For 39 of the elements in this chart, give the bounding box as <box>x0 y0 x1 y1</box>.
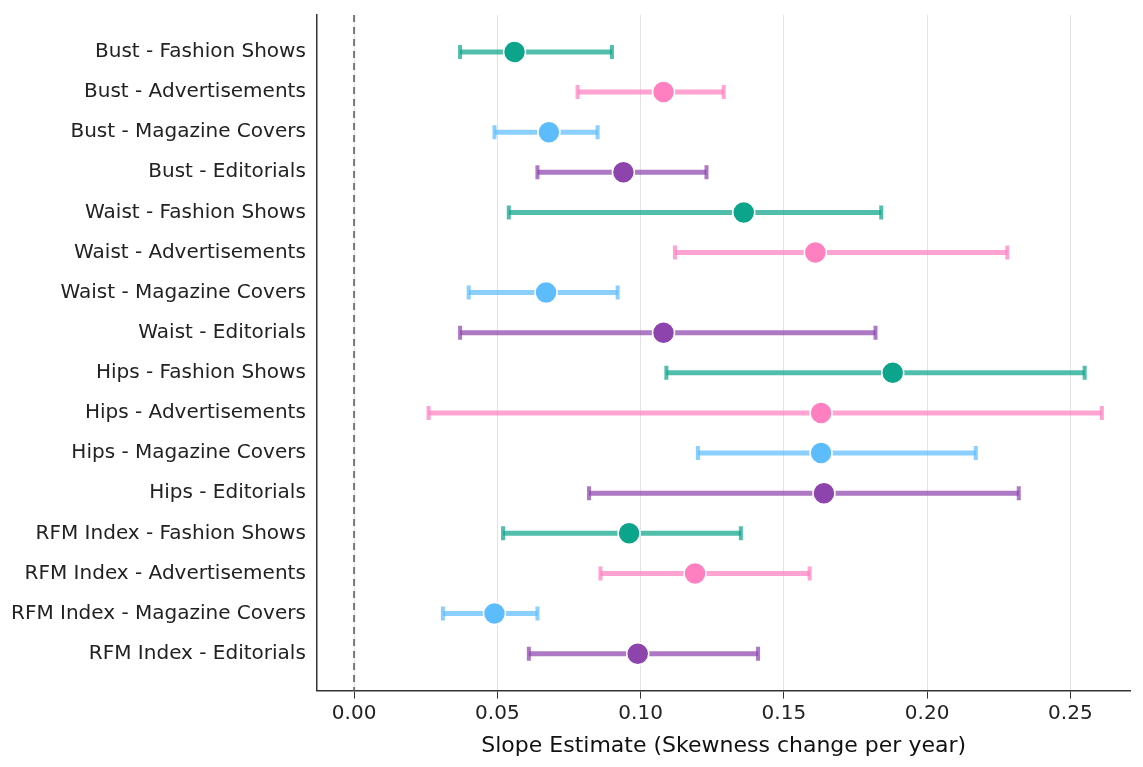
y-tick-label: RFM Index - Editorials <box>88 639 306 664</box>
point <box>625 641 650 666</box>
y-tick-label: Bust - Fashion Shows <box>95 38 306 63</box>
y-tick-label: Hips - Magazine Covers <box>71 439 306 464</box>
point <box>651 320 676 345</box>
y-tick-label: RFM Index - Fashion Shows <box>35 519 306 544</box>
y-tick-label: Bust - Magazine Covers <box>70 118 306 143</box>
y-tick-label: Waist - Magazine Covers <box>60 278 306 303</box>
x-tick-label: 0.10 <box>618 699 663 724</box>
y-tick-label: Waist - Advertisements <box>74 238 306 263</box>
y-tick-label: Hips - Editorials <box>149 479 306 504</box>
point <box>534 280 558 305</box>
point <box>880 361 905 385</box>
x-axis-title: Slope Estimate (Skewness change per year) <box>481 731 967 757</box>
point <box>537 120 561 144</box>
point <box>502 40 527 64</box>
x-tick-label: 0.25 <box>1048 699 1093 724</box>
point <box>611 160 636 185</box>
point <box>809 401 833 425</box>
point <box>617 521 641 546</box>
point <box>803 240 828 265</box>
point <box>812 481 836 505</box>
x-tick-label: 0.05 <box>475 699 520 724</box>
point <box>651 80 676 104</box>
y-tick-label: Hips - Fashion Shows <box>95 359 306 384</box>
y-tick-label: Hips - Advertisements <box>84 399 306 424</box>
x-tick-label: 0.20 <box>904 699 950 724</box>
point <box>731 200 756 225</box>
point <box>809 441 833 465</box>
x-tick-label: 0.00 <box>331 699 377 724</box>
y-tick-label: RFM Index - Magazine Covers <box>11 599 306 624</box>
y-tick-label: Waist - Fashion Shows <box>85 198 306 223</box>
point <box>482 601 507 626</box>
y-tick-label: Bust - Editorials <box>148 158 306 183</box>
y-tick-label: Waist - Editorials <box>138 318 306 343</box>
y-tick-label: Bust - Advertisements <box>84 78 306 103</box>
y-tick-label: RFM Index - Advertisements <box>24 559 306 584</box>
x-tick-label: 0.15 <box>761 699 807 724</box>
point <box>683 561 707 586</box>
